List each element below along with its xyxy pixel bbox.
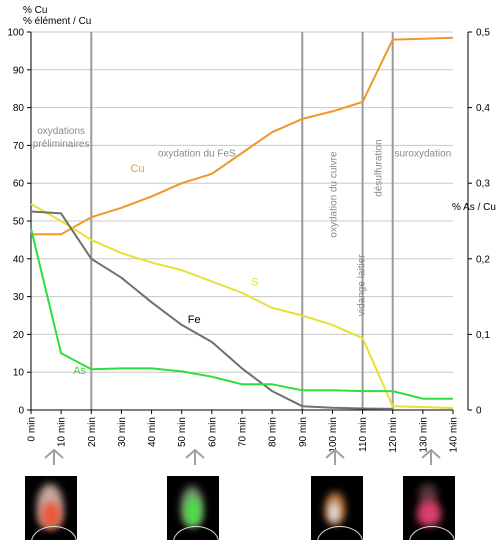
y-left-tick-label: 40 [13, 254, 25, 265]
series-labels: Cu S Fe As [73, 163, 258, 377]
series-lines [30, 36, 454, 410]
flame-photo-1 [25, 476, 77, 540]
series-line-cu [31, 36, 454, 236]
y-right-tick-label: 0,2 [476, 254, 490, 265]
x-tick-label: 100 min [328, 417, 339, 453]
series-line-fe [30, 210, 393, 410]
arrow-up-icon-4 [419, 448, 443, 471]
series-label-cu: Cu [130, 163, 144, 175]
y-right-tick-label: 0 [476, 406, 482, 417]
x-tick-label: 110 min [358, 417, 369, 452]
series-line-s [30, 203, 454, 410]
vidange-label: vidange laitier [357, 254, 368, 316]
y-left-tick-label: 90 [13, 65, 25, 76]
y-left-tick-label: 60 [13, 179, 25, 190]
flame-photo-3 [311, 476, 363, 540]
x-tick-label: 40 min [147, 417, 158, 447]
x-tick-label: 70 min [238, 417, 249, 447]
x-tick-label: 60 min [207, 417, 218, 447]
x-tick-label: 120 min [388, 417, 399, 453]
y-left-label-line1: % Cu [23, 5, 47, 16]
gridlines [31, 31, 453, 373]
x-tick-label: 30 min [117, 417, 128, 447]
phase-label-line2: préliminaires [33, 139, 90, 150]
series-label-as: As [73, 365, 86, 377]
y-left-tick-label: 80 [13, 103, 25, 114]
x-tick-label: 90 min [298, 417, 309, 447]
y-right-tick-label: 0,3 [476, 179, 490, 190]
y-right-tick-label: 0,4 [476, 103, 490, 114]
y-right-tick-label: 0,1 [476, 330, 490, 341]
phase-label: suroxydation [395, 149, 452, 160]
phase-separators [90, 32, 394, 410]
x-tick-label: 0 min [27, 417, 38, 441]
y-right-label: % As / Cu [452, 202, 496, 213]
phase-label: désulfuration [374, 139, 385, 196]
y-left-tick-label: 0 [18, 406, 24, 417]
y-right-tick-label: 0,5 [476, 28, 490, 39]
arrow-up-icon-1 [42, 448, 66, 471]
y-left-tick-label: 70 [13, 141, 25, 152]
phase-label: oxydations [37, 126, 85, 137]
flame-photo-4 [403, 476, 455, 540]
y-left-tick-label: 30 [13, 292, 25, 303]
y-left-tick-label: 10 [13, 368, 25, 379]
series-line-as [30, 228, 453, 400]
series-label-fe: Fe [188, 314, 201, 326]
x-tick-label: 130 min [418, 417, 429, 453]
x-tick-label: 20 min [87, 417, 98, 447]
phase-label: oxydation du FeS [158, 149, 236, 160]
y-left-tick-label: 50 [13, 217, 25, 228]
x-tick-label: 50 min [177, 417, 188, 447]
y-left-label-line2: % élément / Cu [23, 16, 91, 27]
axes: 0 10 20 30 40 50 60 70 80 90 100 0 0,1 0,2 0,3 0,4 0,5 0 … [7, 28, 490, 453]
x-tick-label: 10 min [57, 417, 68, 447]
x-tick-label: 140 min [449, 417, 460, 453]
arrow-up-icon-3 [323, 448, 347, 471]
arrow-up-icon-2 [183, 448, 207, 471]
x-tick-label: 80 min [268, 417, 279, 447]
phase-labels: oxydations préliminaires oxydation du FeS o… [33, 126, 451, 316]
y-left-tick-label: 20 [13, 330, 25, 341]
phase-label: oxydation du cuivre [328, 151, 339, 238]
series-label-s: S [251, 276, 258, 288]
flame-photo-2 [167, 476, 219, 540]
y-left-tick-label: 100 [7, 28, 24, 39]
